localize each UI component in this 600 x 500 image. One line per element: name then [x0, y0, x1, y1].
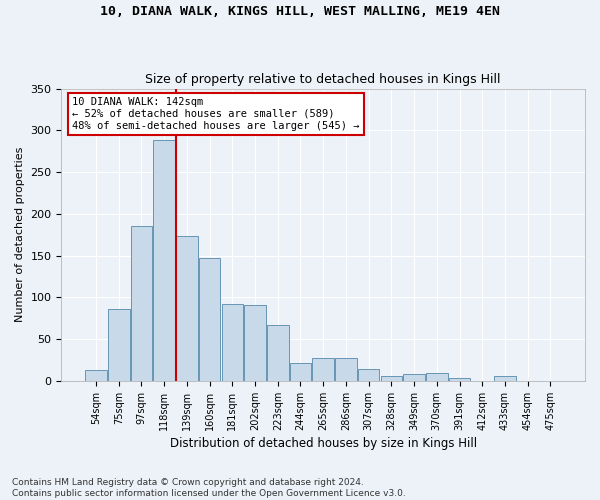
Bar	[335, 358, 357, 381]
Bar	[131, 226, 152, 381]
Text: 10, DIANA WALK, KINGS HILL, WEST MALLING, ME19 4EN: 10, DIANA WALK, KINGS HILL, WEST MALLING…	[100, 5, 500, 18]
Bar	[313, 358, 334, 381]
Bar	[85, 370, 107, 381]
X-axis label: Distribution of detached houses by size in Kings Hill: Distribution of detached houses by size …	[170, 437, 477, 450]
Bar	[426, 374, 448, 381]
Title: Size of property relative to detached houses in Kings Hill: Size of property relative to detached ho…	[145, 73, 501, 86]
Bar	[358, 370, 379, 381]
Y-axis label: Number of detached properties: Number of detached properties	[15, 147, 25, 322]
Bar	[108, 309, 130, 381]
Bar	[244, 305, 266, 381]
Bar	[380, 376, 402, 381]
Bar	[403, 374, 425, 381]
Bar	[449, 378, 470, 381]
Bar	[176, 236, 197, 381]
Text: 10 DIANA WALK: 142sqm
← 52% of detached houses are smaller (589)
48% of semi-det: 10 DIANA WALK: 142sqm ← 52% of detached …	[72, 98, 359, 130]
Bar	[267, 325, 289, 381]
Bar	[199, 258, 220, 381]
Bar	[494, 376, 516, 381]
Text: Contains HM Land Registry data © Crown copyright and database right 2024.
Contai: Contains HM Land Registry data © Crown c…	[12, 478, 406, 498]
Bar	[154, 140, 175, 381]
Bar	[221, 304, 243, 381]
Bar	[290, 362, 311, 381]
